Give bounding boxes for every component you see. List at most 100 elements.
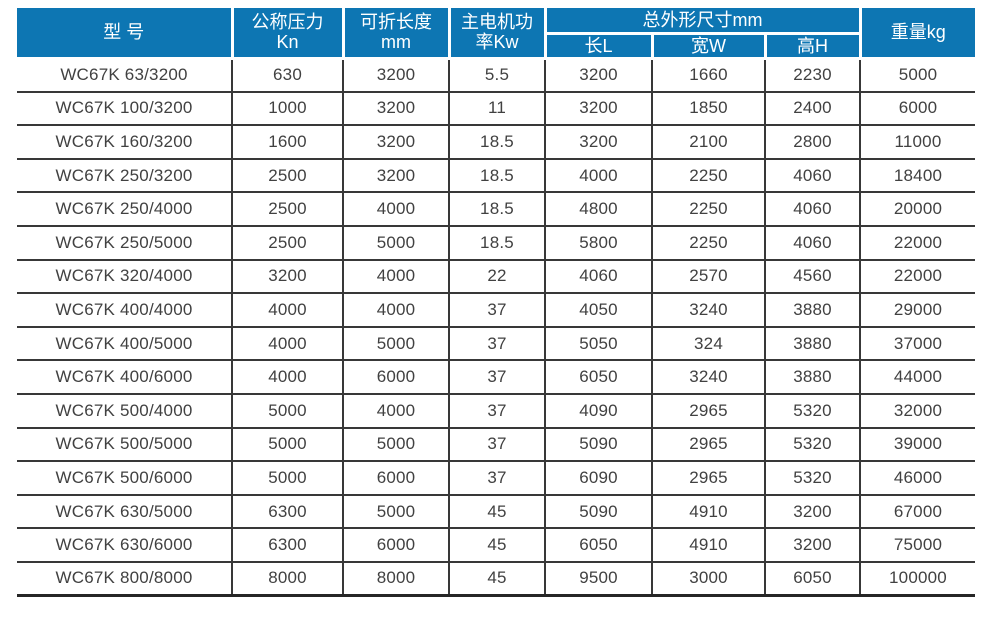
col-header-model: 型 号: [17, 8, 234, 60]
cell-pressure-kn: 5000: [231, 460, 344, 496]
cell-weight-kg: 32000: [859, 392, 975, 429]
cell-model: WC67K 630/5000: [17, 493, 233, 530]
cell-power-kw: 37: [448, 460, 546, 496]
cell-pressure-kn: 1600: [231, 124, 344, 160]
col-header-dim-width: 宽W: [650, 31, 767, 60]
cell-weight-kg: 37000: [859, 325, 975, 362]
cell-model: WC67K 400/4000: [17, 292, 233, 328]
cell-model: WC67K 100/3200: [17, 90, 233, 127]
col-header-model-label: 型 号: [103, 22, 145, 43]
cell-dim-length-l: 3200: [544, 90, 653, 127]
cell-power-kw: 18.5: [448, 124, 546, 160]
table-row: WC67K 630/6000 6300 6000 45 6050 4910 3200 7500…: [17, 527, 975, 563]
cell-model: WC67K 630/6000: [17, 527, 233, 563]
cell-dim-length-l: 4000: [544, 157, 653, 194]
cell-dim-length-l: 3200: [544, 124, 653, 160]
cell-dim-width-w: 1660: [651, 58, 766, 93]
cell-dim-height-h: 2230: [764, 58, 861, 93]
cell-dim-width-w: 4910: [651, 527, 766, 563]
cell-dim-height-h: 4060: [764, 157, 861, 194]
col-header-power-line1: 主电机功: [461, 12, 533, 33]
table-row: WC67K 400/5000 4000 5000 37 5050 324 3880 37000: [17, 325, 975, 362]
col-header-weight: 重量kg: [858, 8, 975, 60]
cell-dim-length-l: 4050: [544, 292, 653, 328]
table-row: WC67K 250/5000 2500 5000 18.5 5800 2250 4060 22…: [17, 224, 975, 261]
col-header-length-line2: mm: [381, 32, 411, 53]
cell-dim-length-l: 6050: [544, 359, 653, 395]
cell-length-mm: 5000: [342, 325, 450, 362]
cell-dim-width-w: 2570: [651, 258, 766, 295]
cell-dim-length-l: 6050: [544, 527, 653, 563]
cell-weight-kg: 6000: [859, 90, 975, 127]
cell-dim-width-w: 2965: [651, 460, 766, 496]
table-row: WC67K 100/3200 1000 3200 11 3200 1850 2400 6000: [17, 90, 975, 127]
cell-dim-width-w: 2250: [651, 157, 766, 194]
cell-dim-width-w: 2965: [651, 426, 766, 463]
cell-dim-length-l: 6090: [544, 460, 653, 496]
cell-dim-height-h: 3880: [764, 292, 861, 328]
cell-dim-length-l: 4060: [544, 258, 653, 295]
cell-dim-width-w: 2250: [651, 191, 766, 227]
cell-dim-width-w: 324: [651, 325, 766, 362]
cell-dim-length-l: 5050: [544, 325, 653, 362]
cell-pressure-kn: 2500: [231, 157, 344, 194]
cell-length-mm: 4000: [342, 191, 450, 227]
cell-dim-length-l: 5800: [544, 224, 653, 261]
cell-dim-width-w: 3240: [651, 292, 766, 328]
cell-power-kw: 22: [448, 258, 546, 295]
cell-pressure-kn: 4000: [231, 359, 344, 395]
cell-model: WC67K 400/5000: [17, 325, 233, 362]
cell-pressure-kn: 2500: [231, 224, 344, 261]
col-header-pressure-line1: 公称压力: [251, 12, 324, 33]
cell-dim-length-l: 3200: [544, 58, 653, 93]
col-header-pressure-line2: Kn: [276, 32, 299, 53]
cell-model: WC67K 500/6000: [17, 460, 233, 496]
cell-dim-height-h: 2800: [764, 124, 861, 160]
col-header-dim-length: 长L: [545, 31, 654, 60]
cell-power-kw: 45: [448, 560, 546, 597]
cell-model: WC67K 800/8000: [17, 560, 233, 597]
table-row: WC67K 500/6000 5000 6000 37 6090 2965 5320 4600…: [17, 460, 975, 496]
header-row-top: 型 号 公称压力 Kn 可折长度 mm 主电机功 率Kw 总外形尺寸mm 重量k…: [17, 8, 975, 60]
cell-power-kw: 37: [448, 392, 546, 429]
cell-length-mm: 6000: [342, 460, 450, 496]
cell-length-mm: 8000: [342, 560, 450, 597]
cell-power-kw: 37: [448, 325, 546, 362]
cell-length-mm: 4000: [342, 292, 450, 328]
cell-dim-height-h: 5320: [764, 392, 861, 429]
cell-length-mm: 3200: [342, 58, 450, 93]
cell-dim-width-w: 2250: [651, 224, 766, 261]
cell-power-kw: 45: [448, 493, 546, 530]
cell-power-kw: 5.5: [448, 58, 546, 93]
cell-dim-height-h: 6050: [764, 560, 861, 597]
cell-length-mm: 5000: [342, 493, 450, 530]
cell-pressure-kn: 5000: [231, 392, 344, 429]
table-row: WC67K 63/3200 630 3200 5.5 3200 1660 2230 5000: [17, 58, 975, 93]
cell-dim-length-l: 5090: [544, 426, 653, 463]
cell-weight-kg: 22000: [859, 224, 975, 261]
cell-dim-height-h: 4060: [764, 224, 861, 261]
header-row-sub: 长L 宽W 高H: [17, 31, 975, 60]
cell-pressure-kn: 4000: [231, 292, 344, 328]
cell-model: WC67K 400/6000: [17, 359, 233, 395]
cell-weight-kg: 22000: [859, 258, 975, 295]
table-row: WC67K 500/5000 5000 5000 37 5090 2965 5320 3900…: [17, 426, 975, 463]
cell-dim-width-w: 2100: [651, 124, 766, 160]
cell-length-mm: 4000: [342, 392, 450, 429]
cell-dim-height-h: 4560: [764, 258, 861, 295]
cell-weight-kg: 39000: [859, 426, 975, 463]
cell-pressure-kn: 1000: [231, 90, 344, 127]
col-header-power-line2: 率Kw: [475, 32, 519, 53]
col-header-power: 主电机功 率Kw: [447, 8, 547, 60]
cell-power-kw: 37: [448, 359, 546, 395]
col-header-pressure: 公称压力 Kn: [230, 8, 345, 60]
cell-pressure-kn: 5000: [231, 426, 344, 463]
cell-dim-height-h: 3200: [764, 527, 861, 563]
cell-length-mm: 5000: [342, 426, 450, 463]
cell-length-mm: 6000: [342, 527, 450, 563]
cell-pressure-kn: 3200: [231, 258, 344, 295]
cell-pressure-kn: 630: [231, 58, 344, 93]
cell-weight-kg: 11000: [859, 124, 975, 160]
cell-model: WC67K 250/5000: [17, 224, 233, 261]
spec-table: 型 号 公称压力 Kn 可折长度 mm 主电机功 率Kw 总外形尺寸mm 重量k…: [17, 8, 975, 597]
